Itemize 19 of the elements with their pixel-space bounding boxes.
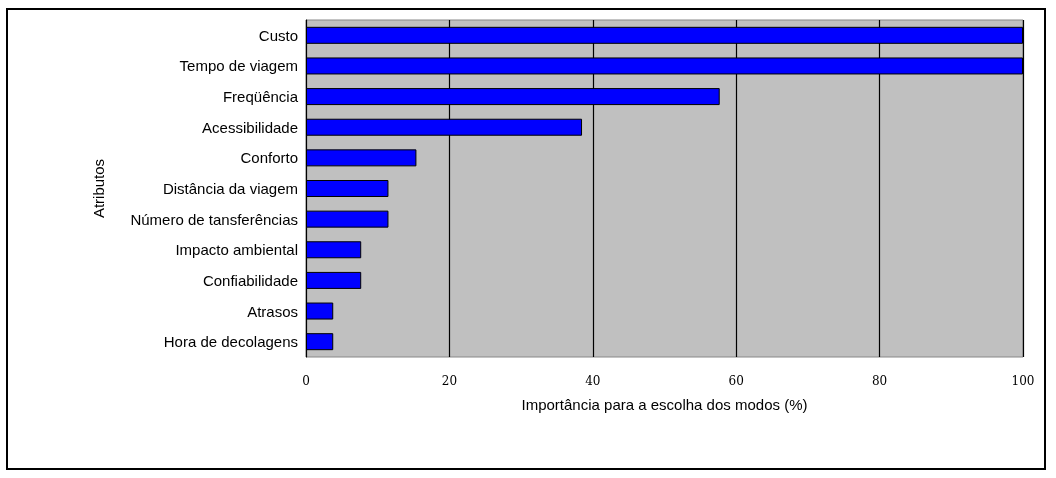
x-tick-label: 100 [1011, 374, 1035, 388]
y-tick-label: Acessibilidade [202, 118, 298, 136]
y-axis-title: Atributos [90, 158, 107, 219]
y-tick-label: Custo [258, 26, 298, 44]
x-tick-label: 20 [441, 374, 458, 388]
x-tick-label: 0 [302, 374, 310, 388]
y-tick-label: Conforto [240, 149, 298, 167]
y-tick-label: Confiabilidade [202, 271, 298, 289]
x-axis-title: Importância para a escolha dos modos (%) [521, 396, 808, 413]
y-tick-label: Freqüência [222, 88, 299, 106]
y-tick-label: Atrasos [247, 302, 298, 320]
y-tick-label: Hora de decolagens [163, 333, 298, 351]
x-tick-label: 40 [585, 374, 601, 388]
x-tick-label: 60 [728, 374, 744, 388]
y-tick-label: Número de tansferências [130, 210, 298, 228]
x-tick-label: 80 [871, 374, 888, 388]
y-tick-label: Distância da viagem [162, 180, 298, 197]
y-tick-label: Tempo de viagem [179, 57, 298, 75]
y-tick-label: Impacto ambiental [175, 241, 298, 259]
